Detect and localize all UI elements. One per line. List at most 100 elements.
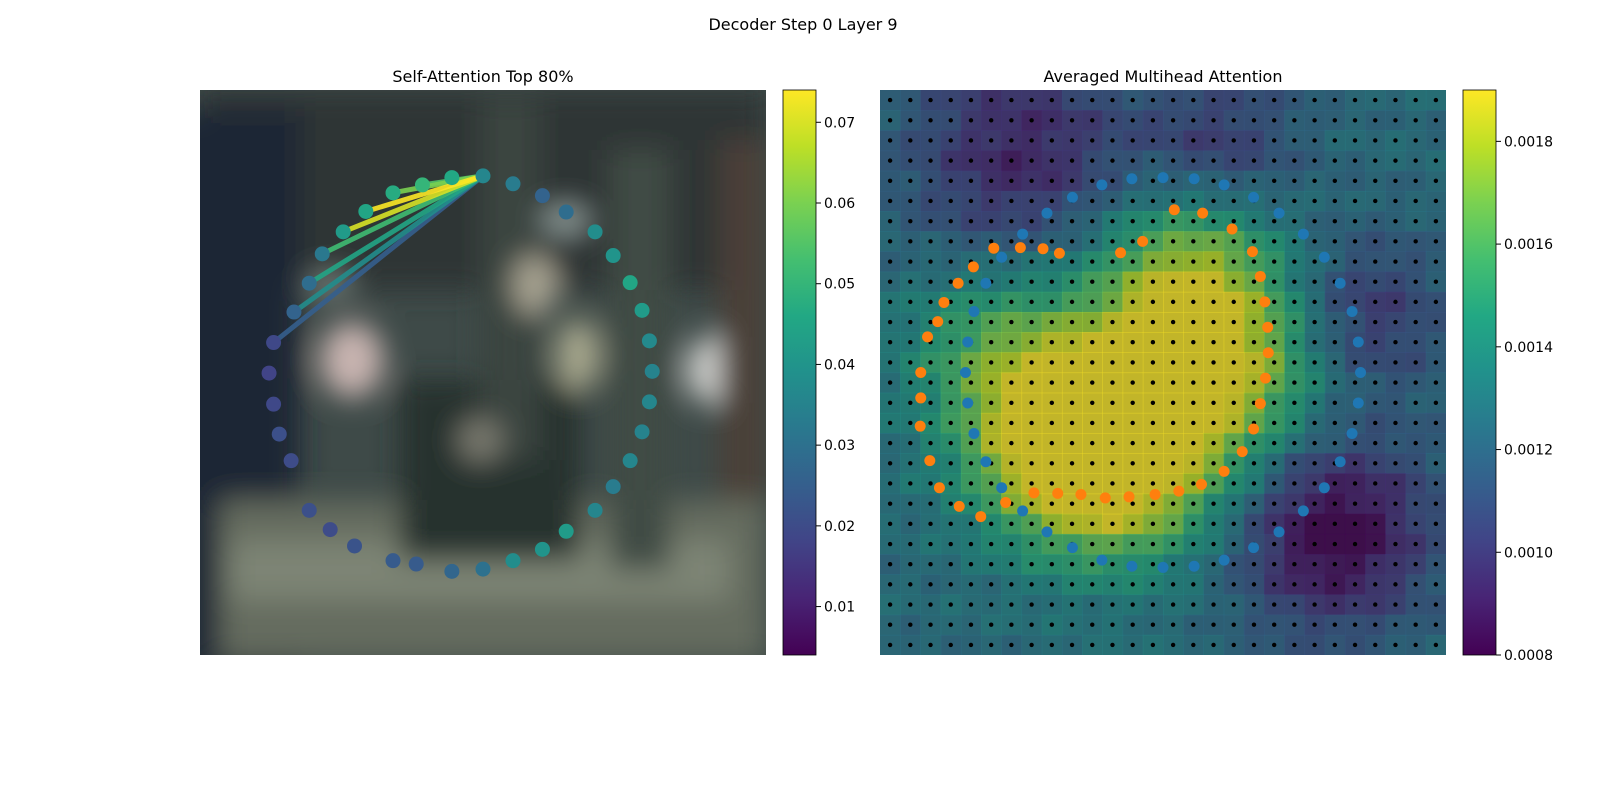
grid-point (1393, 239, 1398, 244)
grid-point (1090, 239, 1095, 244)
grid-point (1352, 299, 1358, 305)
grid-point (928, 642, 933, 648)
grid-point (1170, 239, 1176, 244)
grid-point (908, 360, 913, 365)
grid-point (1009, 138, 1014, 143)
grid-point (1191, 340, 1196, 345)
grid-point (1231, 400, 1236, 405)
series-point (1254, 398, 1266, 410)
grid-point (1413, 279, 1418, 284)
series-point (1052, 487, 1064, 499)
grid-point (1393, 622, 1398, 627)
grid-point (887, 420, 893, 426)
grid-point (1332, 380, 1338, 385)
grid-point (1271, 279, 1277, 284)
grid-point (1130, 319, 1135, 325)
grid-point (1332, 561, 1338, 567)
grid-point (928, 158, 933, 163)
grid-point (1170, 360, 1176, 365)
grid-point (908, 97, 913, 103)
grid-point (1251, 299, 1257, 305)
grid-point (1049, 501, 1055, 506)
grid-point (1231, 602, 1236, 607)
grid-point (1352, 138, 1358, 143)
grid-point (1211, 138, 1216, 143)
grid-point (1009, 178, 1014, 184)
grid-point (1009, 360, 1014, 365)
grid-point (1110, 319, 1115, 325)
grid-point (928, 218, 933, 224)
grid-point (1150, 218, 1156, 224)
contour-point (266, 335, 282, 351)
grid-point (1170, 461, 1176, 466)
grid-point (1393, 461, 1398, 466)
series-point (1246, 246, 1258, 258)
grid-point (1029, 622, 1034, 627)
grid-point (1029, 218, 1034, 224)
grid-point (1009, 582, 1014, 587)
grid-point (1292, 501, 1297, 506)
series-point (1157, 561, 1169, 573)
grid-point (1049, 400, 1055, 405)
grid-point (1130, 239, 1135, 244)
grid-point (1069, 602, 1075, 607)
grid-point (1312, 360, 1317, 365)
grid-point (887, 218, 893, 224)
series-point (962, 397, 974, 409)
left-colorbar-gradient (782, 89, 817, 656)
grid-point (1373, 582, 1378, 587)
grid-point (1271, 440, 1277, 446)
grid-point (928, 97, 933, 103)
series-point (1168, 204, 1180, 216)
grid-point (1332, 481, 1338, 486)
grid-point (1292, 319, 1297, 325)
grid-point (1110, 360, 1115, 365)
series-point (1096, 554, 1108, 566)
grid-point (1251, 561, 1257, 567)
grid-point (1069, 380, 1075, 385)
grid-point (1170, 561, 1176, 567)
grid-point (1251, 319, 1257, 325)
grid-point (1211, 420, 1216, 426)
grid-point (1090, 97, 1095, 103)
grid-point (1090, 561, 1095, 567)
grid-point (908, 380, 913, 385)
grid-point (908, 561, 913, 567)
grid-point (1433, 299, 1439, 305)
grid-point (1413, 561, 1418, 567)
grid-point (1170, 158, 1176, 163)
grid-point (1191, 279, 1196, 284)
background-photo (200, 90, 766, 655)
right-panel-title: Averaged Multihead Attention (1044, 67, 1283, 86)
series-point (1195, 478, 1207, 490)
grid-point (928, 319, 933, 325)
grid-point (928, 299, 933, 305)
grid-point (1090, 218, 1095, 224)
grid-point (1332, 340, 1338, 345)
attention-line (306, 173, 486, 286)
grid-point (908, 158, 913, 163)
grid-point (948, 602, 953, 607)
grid-point (1211, 561, 1216, 567)
series-point (1157, 172, 1169, 184)
grid-point (1009, 420, 1014, 426)
grid-point (887, 319, 893, 325)
grid-point (1170, 259, 1176, 264)
grid-point (1090, 400, 1095, 405)
grid-point (1191, 481, 1196, 486)
grid-point (968, 239, 974, 244)
grid-point (1170, 340, 1176, 345)
grid-point (1049, 642, 1055, 648)
grid-point (1110, 340, 1115, 345)
right-colorbar-tick-label: 0.0012 (1504, 443, 1553, 459)
grid-point (948, 239, 953, 244)
grid-point (1433, 178, 1439, 184)
grid-point (887, 521, 893, 527)
grid-point (1413, 461, 1418, 466)
grid-point (988, 340, 994, 345)
grid-point (1393, 118, 1398, 123)
grid-point (1009, 218, 1014, 224)
grid-point (1413, 481, 1418, 486)
grid-point (1393, 521, 1398, 527)
grid-point (1009, 481, 1014, 486)
